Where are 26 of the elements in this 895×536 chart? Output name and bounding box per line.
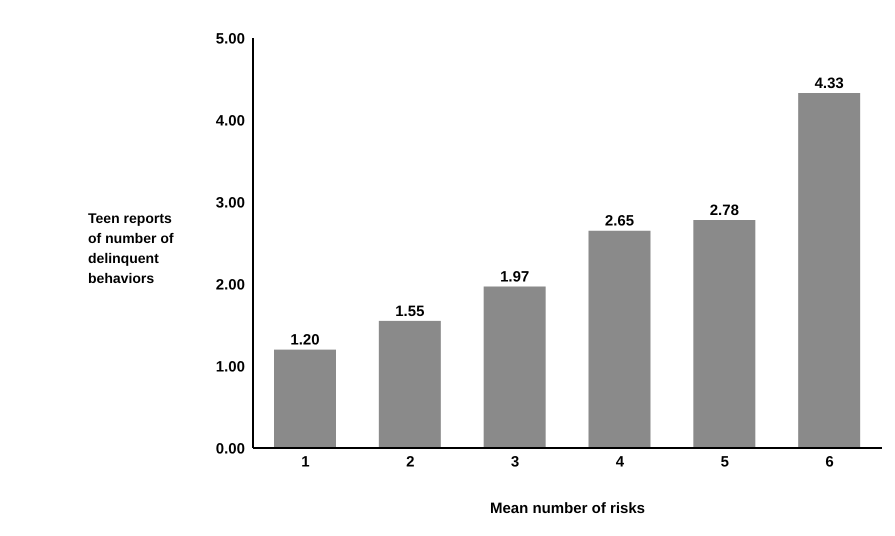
y-tick-label: 2.00 (216, 276, 245, 294)
y-tick-label: 0.00 (216, 440, 245, 458)
data-label: 1.97 (500, 268, 530, 286)
y-tick-label: 4.00 (216, 112, 245, 130)
data-label: 2.65 (604, 212, 634, 230)
x-tick-label: 2 (406, 454, 414, 471)
data-label: 2.78 (710, 202, 739, 220)
x-tick-label: 1 (301, 454, 310, 471)
y-tick-label: 5.00 (216, 30, 245, 48)
bar (484, 286, 546, 448)
bar (588, 230, 650, 448)
x-tick-label: 6 (825, 454, 834, 471)
x-tick-label: 3 (510, 454, 520, 471)
x-tick-label: 5 (720, 454, 729, 471)
bar (378, 320, 441, 448)
bar (693, 220, 756, 448)
data-label: 1.55 (395, 302, 424, 320)
y-tick-label: 1.00 (216, 358, 245, 376)
y-tick-label: 3.00 (216, 194, 245, 212)
bar (798, 92, 860, 448)
x-axis-title: Mean number of risks (490, 500, 646, 517)
data-label: 4.33 (814, 74, 844, 92)
x-tick-label: 4 (616, 454, 625, 471)
y-axis-title: Teen reports of number of delinquent behaviors (88, 210, 174, 286)
bar (274, 350, 336, 448)
data-label: 1.20 (290, 332, 320, 349)
